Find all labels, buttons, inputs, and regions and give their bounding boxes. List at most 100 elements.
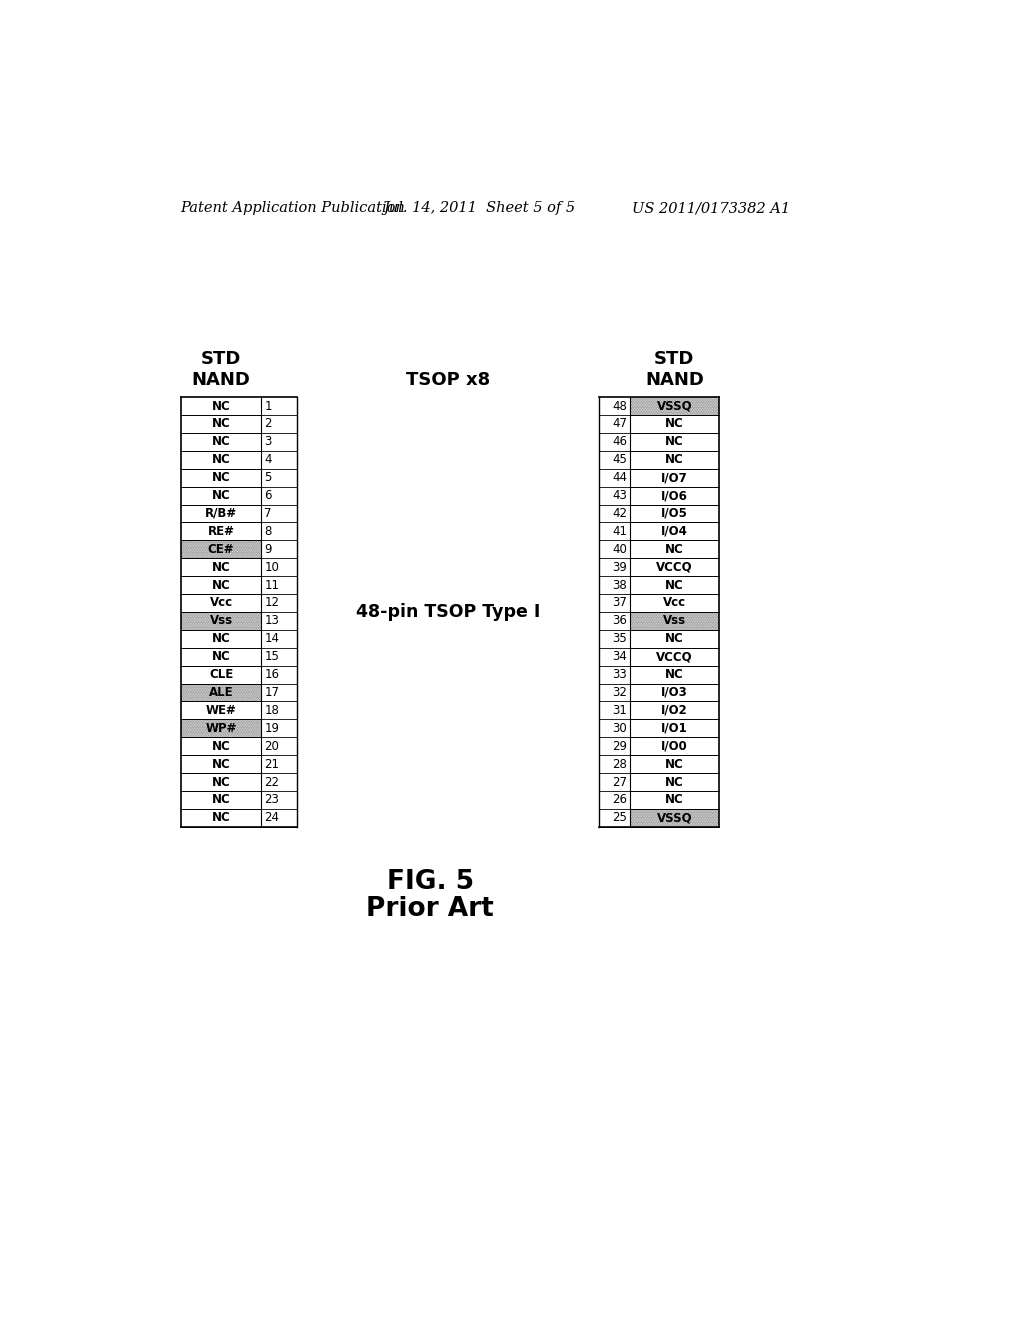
Text: Vcc: Vcc (663, 597, 686, 610)
Text: 28: 28 (612, 758, 627, 771)
Text: NC: NC (665, 758, 684, 771)
Text: NAND: NAND (645, 371, 703, 389)
Text: VCCQ: VCCQ (656, 651, 692, 663)
Text: 26: 26 (612, 793, 627, 807)
Text: 15: 15 (264, 651, 280, 663)
Bar (180, 523, 261, 540)
Bar (180, 719, 261, 738)
Bar (180, 701, 261, 719)
Text: I/O2: I/O2 (662, 704, 688, 717)
Text: NC: NC (212, 490, 230, 502)
Text: 41: 41 (612, 525, 627, 537)
Text: STD: STD (654, 350, 694, 367)
Bar (630, 791, 719, 809)
Bar (180, 540, 261, 558)
Text: I/O7: I/O7 (662, 471, 688, 484)
Text: NC: NC (212, 436, 230, 449)
Text: 39: 39 (612, 561, 627, 574)
Text: 13: 13 (264, 614, 280, 627)
Text: 21: 21 (264, 758, 280, 771)
Bar (630, 433, 719, 451)
Text: NC: NC (212, 793, 230, 807)
Bar (630, 469, 719, 487)
Text: 33: 33 (612, 668, 627, 681)
Text: 27: 27 (612, 776, 627, 788)
Text: NC: NC (212, 471, 230, 484)
Text: CE#: CE# (208, 543, 234, 556)
Bar (630, 612, 719, 630)
Text: US 2011/0173382 A1: US 2011/0173382 A1 (632, 202, 790, 215)
Text: VCCQ: VCCQ (656, 561, 692, 574)
Text: FIG. 5: FIG. 5 (387, 869, 474, 895)
Text: 23: 23 (264, 793, 280, 807)
Text: 25: 25 (612, 812, 627, 824)
Bar (630, 540, 719, 558)
Text: NC: NC (212, 400, 230, 413)
Text: 37: 37 (612, 597, 627, 610)
Text: VSSQ: VSSQ (656, 812, 692, 824)
Text: NC: NC (665, 453, 684, 466)
Text: NC: NC (665, 417, 684, 430)
Bar (180, 397, 261, 414)
Bar (630, 504, 719, 523)
Text: Prior Art: Prior Art (367, 896, 495, 923)
Bar (180, 504, 261, 523)
Text: 24: 24 (264, 812, 280, 824)
Bar (180, 719, 261, 738)
Bar (630, 523, 719, 540)
Bar (180, 612, 261, 630)
Text: NC: NC (212, 632, 230, 645)
Text: 46: 46 (612, 436, 627, 449)
Text: 8: 8 (264, 525, 271, 537)
Text: 11: 11 (264, 578, 280, 591)
Text: 42: 42 (612, 507, 627, 520)
Text: 45: 45 (612, 453, 627, 466)
Text: TSOP x8: TSOP x8 (406, 371, 490, 389)
Bar (630, 755, 719, 774)
Text: 30: 30 (612, 722, 627, 735)
Text: Patent Application Publication: Patent Application Publication (180, 202, 406, 215)
Text: Vss: Vss (663, 614, 686, 627)
Text: 20: 20 (264, 739, 280, 752)
Bar (630, 487, 719, 504)
Bar (180, 558, 261, 576)
Bar (630, 612, 719, 630)
Bar (180, 612, 261, 630)
Text: 16: 16 (264, 668, 280, 681)
Text: NC: NC (212, 739, 230, 752)
Bar (180, 684, 261, 701)
Bar (630, 397, 719, 414)
Text: 1: 1 (264, 400, 272, 413)
Text: WP#: WP# (206, 722, 237, 735)
Text: NC: NC (212, 417, 230, 430)
Text: 10: 10 (264, 561, 280, 574)
Bar (630, 414, 719, 433)
Bar (180, 774, 261, 791)
Text: NC: NC (212, 651, 230, 663)
Text: I/O0: I/O0 (662, 739, 688, 752)
Text: 6: 6 (264, 490, 272, 502)
Text: I/O4: I/O4 (660, 525, 688, 537)
Bar (630, 397, 719, 414)
Text: WE#: WE# (206, 704, 237, 717)
Text: 22: 22 (264, 776, 280, 788)
Text: 9: 9 (264, 543, 272, 556)
Bar (630, 701, 719, 719)
Text: 3: 3 (264, 436, 271, 449)
Text: 34: 34 (612, 651, 627, 663)
Bar (180, 684, 261, 701)
Text: 4: 4 (264, 453, 272, 466)
Text: I/O5: I/O5 (660, 507, 688, 520)
Text: NC: NC (212, 453, 230, 466)
Bar (180, 576, 261, 594)
Bar (630, 809, 719, 826)
Text: R/B#: R/B# (205, 507, 238, 520)
Bar (180, 469, 261, 487)
Text: STD: STD (201, 350, 242, 367)
Text: NC: NC (665, 436, 684, 449)
Text: Vcc: Vcc (210, 597, 232, 610)
Text: NC: NC (665, 776, 684, 788)
Bar (630, 809, 719, 826)
Text: 19: 19 (264, 722, 280, 735)
Text: NC: NC (665, 632, 684, 645)
